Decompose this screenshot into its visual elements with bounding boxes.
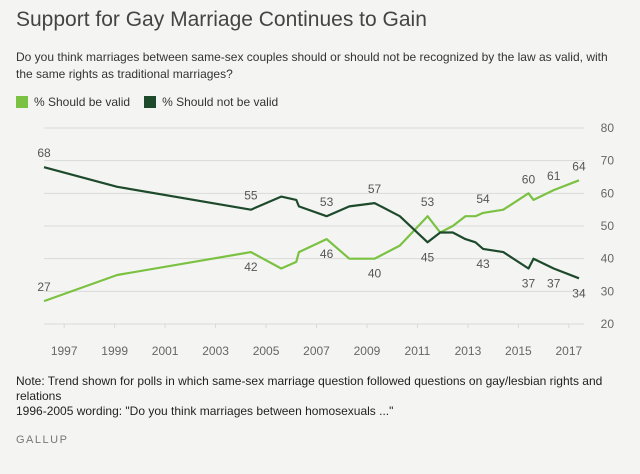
chart-note: Note: Trend shown for polls in which sam…: [16, 374, 626, 419]
legend-swatch-not-valid: [144, 96, 157, 108]
data-label: 45: [421, 250, 435, 264]
x-tick-label: 2017: [556, 344, 583, 358]
data-label: 60: [522, 172, 536, 186]
data-label: 37: [547, 276, 561, 290]
y-tick-label: 20: [601, 317, 615, 331]
y-tick-label: 60: [601, 186, 615, 200]
data-label: 68: [37, 146, 51, 160]
data-label: 37: [522, 276, 536, 290]
y-tick-label: 40: [601, 252, 615, 266]
data-label: 53: [421, 195, 435, 209]
data-label: 53: [320, 195, 334, 209]
data-label: 55: [244, 189, 258, 203]
x-tick-label: 1999: [101, 344, 128, 358]
x-tick-label: 2005: [253, 344, 280, 358]
x-tick-label: 2013: [455, 344, 482, 358]
series-line-not-valid: [43, 166, 580, 280]
data-label: 64: [572, 159, 586, 173]
source-label: GALLUP: [16, 434, 69, 446]
x-tick-label: 2007: [303, 344, 330, 358]
data-label: 40: [368, 267, 382, 281]
legend-item-valid: % Should be valid: [16, 95, 130, 109]
legend-swatch-valid: [16, 96, 28, 108]
x-tick-label: 2001: [152, 344, 179, 358]
y-tick-label: 30: [601, 284, 615, 298]
legend-label-not-valid: % Should not be valid: [162, 95, 279, 109]
data-label: 61: [547, 169, 561, 183]
legend-label-valid: % Should be valid: [34, 95, 131, 109]
data-label: 43: [476, 257, 490, 271]
y-tick-label: 50: [601, 219, 615, 233]
x-tick-label: 2015: [505, 344, 532, 358]
y-tick-label: 80: [601, 121, 615, 135]
data-label: 46: [320, 247, 334, 261]
series-line-valid: [43, 179, 580, 303]
chart-title: Support for Gay Marriage Continues to Ga…: [16, 8, 427, 31]
x-tick-label: 2003: [202, 344, 229, 358]
x-tick-label: 2009: [354, 344, 381, 358]
data-label: 27: [37, 280, 51, 294]
data-label: 34: [572, 286, 586, 300]
note-line-2: 1996-2005 wording: "Do you think marriag…: [16, 404, 394, 418]
x-tick-label: 1997: [51, 344, 78, 358]
x-tick-label: 2011: [405, 344, 431, 358]
legend: % Should be valid % Should not be valid: [16, 95, 278, 109]
y-tick-label: 70: [601, 154, 615, 168]
data-label: 57: [368, 182, 382, 196]
data-label: 54: [476, 192, 490, 206]
data-label: 42: [244, 260, 258, 274]
legend-item-not-valid: % Should not be valid: [144, 95, 278, 109]
note-line-1: Note: Trend shown for polls in which sam…: [16, 374, 603, 403]
chart-subtitle: Do you think marriages between same-sex …: [16, 50, 608, 81]
